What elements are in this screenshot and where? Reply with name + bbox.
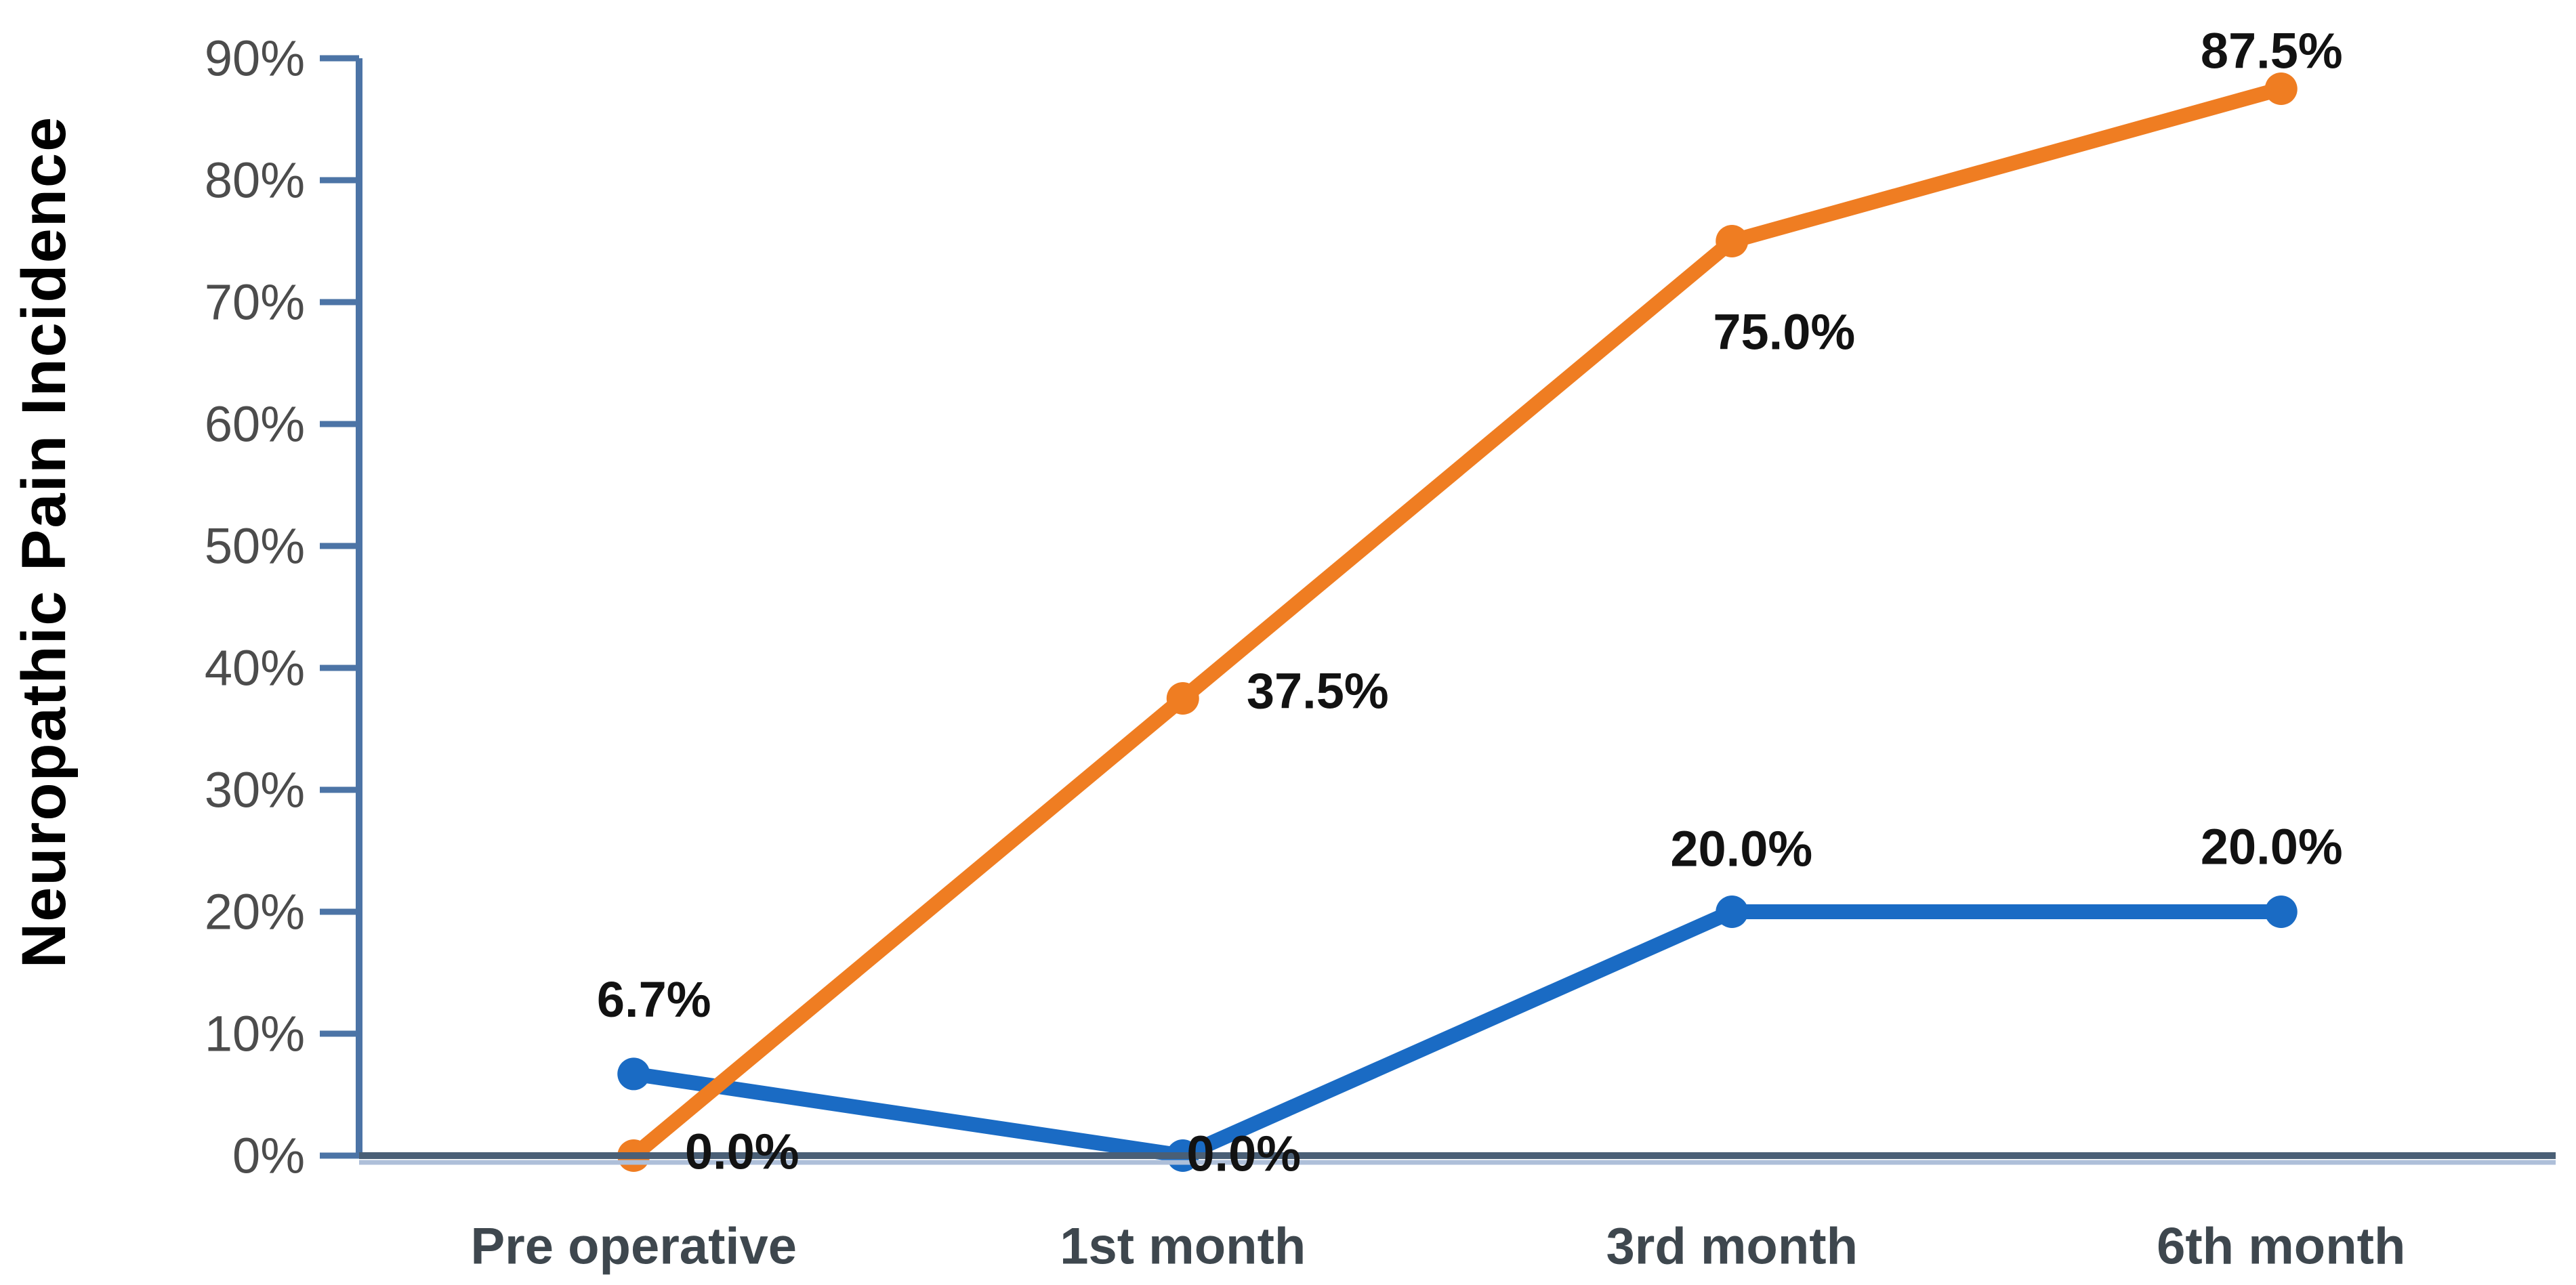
orange-series-data-label: 87.5% (2201, 23, 2343, 79)
x-category-label: 3rd month (1606, 1218, 1858, 1276)
blue-series-marker (617, 1057, 650, 1091)
orange-series-data-label: 0.0% (685, 1124, 799, 1180)
orange-series-data-label: 75.0% (1713, 304, 1855, 360)
orange-series-line (626, 81, 2289, 1163)
x-category-label: 6th month (2157, 1218, 2405, 1276)
blue-series-data-label: 0.0% (1186, 1126, 1301, 1182)
blue-series-data-label: 20.0% (2201, 819, 2343, 875)
orange-series-marker (1716, 225, 1749, 257)
y-tick-label: 60% (205, 396, 305, 452)
y-axis-title: Neuropathic Pain Incidence (9, 116, 79, 969)
x-axis: Pre operative 1st month 3rd month 6th month (359, 1152, 2556, 1276)
y-tick-label: 80% (205, 152, 305, 209)
y-tick-label: 20% (205, 884, 305, 940)
blue-series-marker (2264, 896, 2298, 928)
blue-series-marker (1716, 896, 1749, 928)
x-category-label: 1st month (1060, 1218, 1306, 1276)
orange-series-marker (1166, 682, 1199, 715)
x-category-label: Pre operative (470, 1218, 797, 1276)
blue-series-data-label: 20.0% (1670, 821, 1812, 877)
orange-series-marker (2264, 72, 2298, 105)
data-labels: 6.7% 0.0% 20.0% 20.0% 0.0% 37.5% 75.0% 87.5% (597, 23, 2343, 1182)
y-tick-label: 90% (205, 30, 305, 87)
y-tick-label: 70% (205, 274, 305, 331)
y-tick-label: 50% (205, 518, 305, 574)
blue-series-line (626, 904, 2289, 1163)
y-tick-label: 30% (205, 762, 305, 818)
y-tick-label: 0% (232, 1128, 305, 1184)
y-tick-label: 10% (205, 1006, 305, 1062)
blue-series-data-label: 6.7% (597, 971, 711, 1028)
orange-series-data-label: 37.5% (1247, 663, 1389, 719)
y-axis: 0% 10% 20% 30% 40% 50% 60% 70% 80% 90% (205, 30, 362, 1184)
y-tick-label: 40% (205, 640, 305, 696)
